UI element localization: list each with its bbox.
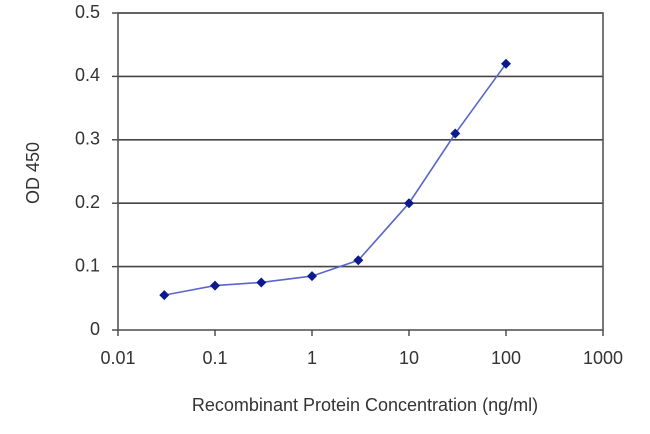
data-point-marker xyxy=(353,255,364,266)
y-tick-label: 0.1 xyxy=(75,255,100,275)
y-tick-label: 0.2 xyxy=(75,192,100,212)
data-point-marker xyxy=(159,290,170,301)
x-tick-label: 1 xyxy=(307,348,317,368)
x-tick-label: 10 xyxy=(399,348,419,368)
labels-layer: OD 450 Recombinant Protein Concentration… xyxy=(23,2,623,415)
x-tick-label: 0.01 xyxy=(100,348,135,368)
data-point-marker xyxy=(210,280,220,291)
data-point-marker xyxy=(501,58,511,69)
x-tick-label: 100 xyxy=(491,348,521,368)
plot-frame xyxy=(117,12,604,331)
y-tick-label: 0.5 xyxy=(75,2,100,22)
series-layer xyxy=(159,58,511,301)
data-point-marker xyxy=(307,271,317,282)
data-point-marker xyxy=(450,128,461,139)
y-tick-label: 0.3 xyxy=(75,129,100,149)
y-tick-label: 0 xyxy=(90,319,100,339)
x-tick-label: 0.1 xyxy=(202,348,227,368)
data-point-marker xyxy=(404,198,414,209)
grid-layer xyxy=(118,12,603,268)
y-tick-label: 0.4 xyxy=(75,65,100,85)
x-axis-title: Recombinant Protein Concentration (ng/ml… xyxy=(192,395,538,415)
y-axis-title: OD 450 xyxy=(23,142,43,204)
x-tick-label: 1000 xyxy=(583,348,623,368)
series-line xyxy=(164,63,507,296)
axes-layer xyxy=(112,12,604,336)
data-point-marker xyxy=(256,277,267,288)
